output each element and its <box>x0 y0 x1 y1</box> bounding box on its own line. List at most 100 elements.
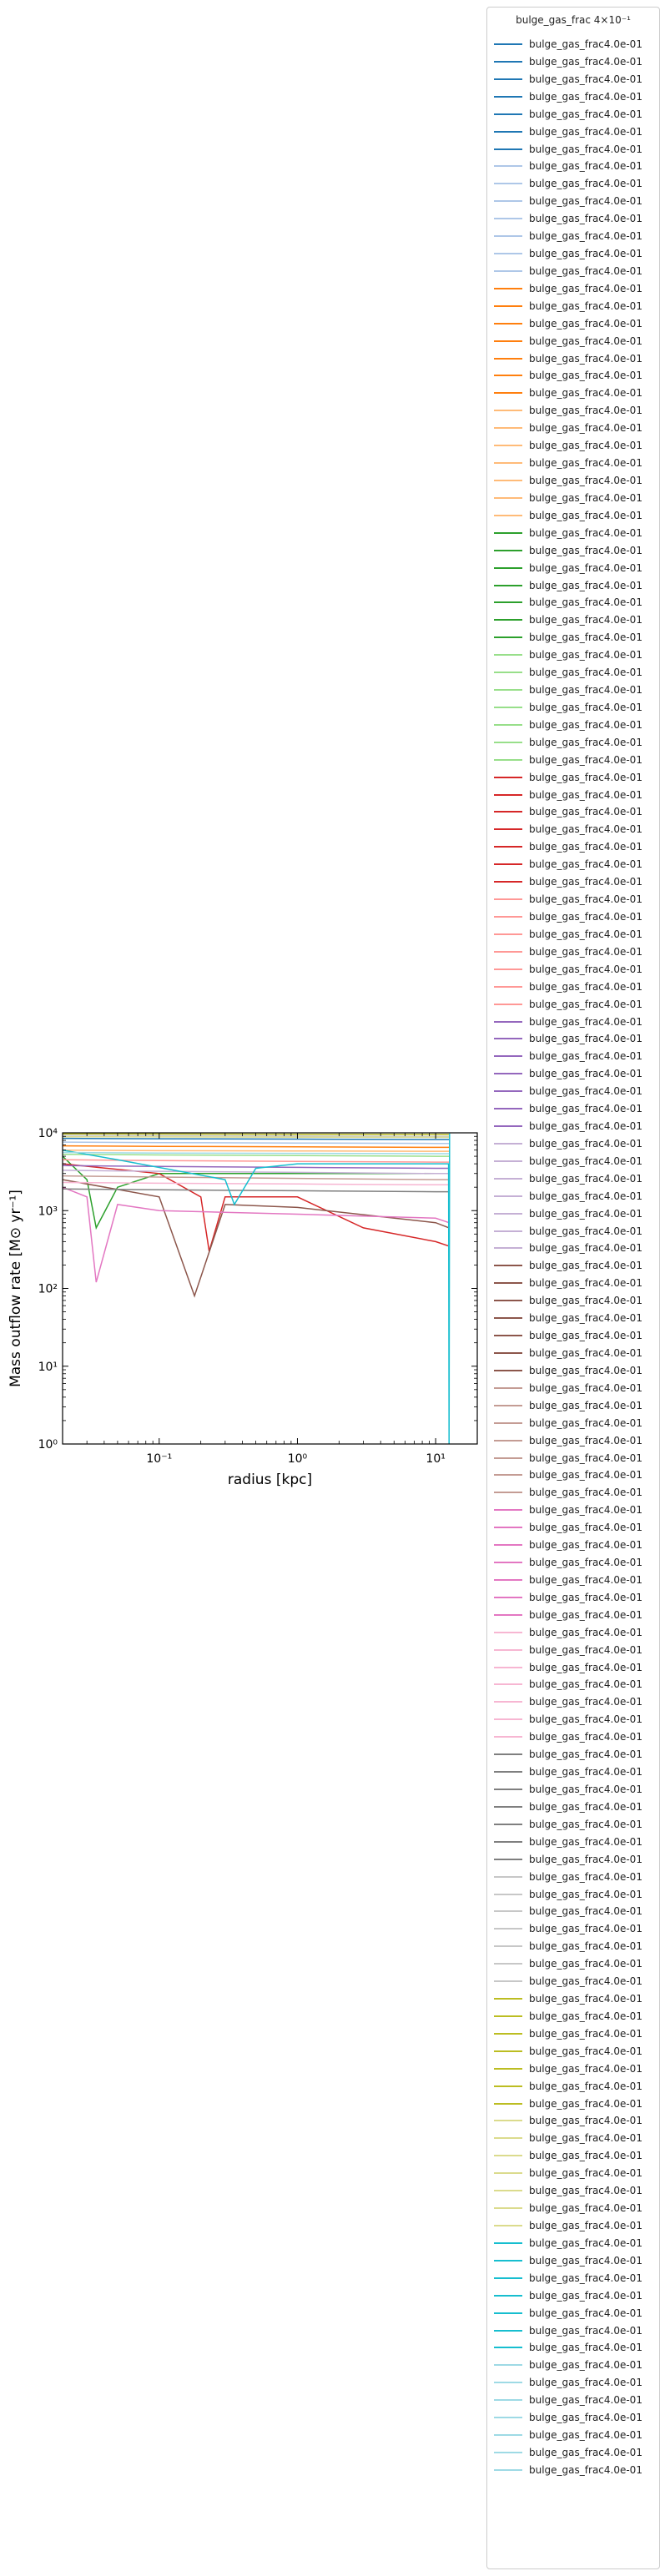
legend-entry: bulge_gas_frac4.0e-01 <box>494 838 642 855</box>
legend-label: bulge_gas_frac4.0e-01 <box>529 2429 642 2442</box>
legend-label: bulge_gas_frac4.0e-01 <box>529 579 642 591</box>
legend-label: bulge_gas_frac4.0e-01 <box>529 1381 642 1394</box>
y-axis-label: Mass outflow rate [M⊙ yr⁻¹] <box>8 1190 24 1387</box>
legend-entry: bulge_gas_frac4.0e-01 <box>494 594 642 611</box>
legend-entry: bulge_gas_frac4.0e-01 <box>494 2409 642 2426</box>
legend-entry: bulge_gas_frac4.0e-01 <box>494 1432 642 1449</box>
legend-label: bulge_gas_frac4.0e-01 <box>529 823 642 836</box>
legend-entry: bulge_gas_frac4.0e-01 <box>494 2008 642 2025</box>
legend-entry: bulge_gas_frac4.0e-01 <box>494 1903 642 1919</box>
legend-entry: bulge_gas_frac4.0e-01 <box>494 2130 642 2146</box>
legend-entry: bulge_gas_frac4.0e-01 <box>494 1345 642 1361</box>
legend-label: bulge_gas_frac4.0e-01 <box>529 1993 642 2005</box>
legend-swatch <box>494 2417 522 2419</box>
legend-label: bulge_gas_frac4.0e-01 <box>529 1766 642 1779</box>
legend-entry: bulge_gas_frac4.0e-01 <box>494 1205 642 1222</box>
legend-swatch <box>494 1562 522 1564</box>
legend-entry: bulge_gas_frac4.0e-01 <box>494 1275 642 1291</box>
legend-entry: bulge_gas_frac4.0e-01 <box>494 1572 642 1588</box>
legend-swatch <box>494 1265 522 1267</box>
legend-label: bulge_gas_frac4.0e-01 <box>529 2150 642 2162</box>
legend-label: bulge_gas_frac4.0e-01 <box>529 1522 642 1534</box>
legend-entry: bulge_gas_frac4.0e-01 <box>494 2427 642 2443</box>
series-line <box>63 1188 450 1193</box>
legend-entry: bulge_gas_frac4.0e-01 <box>494 88 642 105</box>
legend-entry: bulge_gas_frac4.0e-01 <box>494 385 642 401</box>
legend-swatch <box>494 2085 522 2087</box>
legend-swatch <box>494 793 522 796</box>
legend-label: bulge_gas_frac4.0e-01 <box>529 457 642 470</box>
legend-label: bulge_gas_frac4.0e-01 <box>529 1975 642 1988</box>
legend-label: bulge_gas_frac4.0e-01 <box>529 2097 642 2110</box>
legend-label: bulge_gas_frac4.0e-01 <box>529 2027 642 2040</box>
legend-label: bulge_gas_frac4.0e-01 <box>529 1225 642 1237</box>
legend-entry: bulge_gas_frac4.0e-01 <box>494 1955 642 1972</box>
legend-swatch <box>494 322 522 325</box>
legend-entry: bulge_gas_frac4.0e-01 <box>494 873 642 890</box>
series-line <box>63 1186 450 1283</box>
legend-swatch <box>494 531 522 534</box>
legend-entry: bulge_gas_frac4.0e-01 <box>494 141 642 158</box>
legend-label: bulge_gas_frac4.0e-01 <box>529 352 642 365</box>
series-line <box>63 1151 450 1155</box>
legend-entry: bulge_gas_frac4.0e-01 <box>494 1728 642 1745</box>
legend-swatch <box>494 78 522 80</box>
legend-label: bulge_gas_frac4.0e-01 <box>529 945 642 958</box>
legend-swatch <box>494 1055 522 1058</box>
y-tick-label: 10⁰ <box>38 1438 58 1452</box>
legend-swatch <box>494 1335 522 1337</box>
x-axis-label: radius [kpc] <box>228 1472 312 1488</box>
legend-entry: bulge_gas_frac4.0e-01 <box>494 1257 642 1274</box>
legend-entry: bulge_gas_frac4.0e-01 <box>494 402 642 419</box>
legend-label: bulge_gas_frac4.0e-01 <box>529 2185 642 2197</box>
legend-entry: bulge_gas_frac4.0e-01 <box>494 1380 642 1396</box>
legend-label: bulge_gas_frac4.0e-01 <box>529 1260 642 1272</box>
legend-label: bulge_gas_frac4.0e-01 <box>529 2010 642 2022</box>
legend-label: bulge_gas_frac4.0e-01 <box>529 1085 642 1098</box>
legend-entry: bulge_gas_frac4.0e-01 <box>494 2165 642 2181</box>
legend-swatch <box>494 933 522 935</box>
series-line <box>63 1133 451 1444</box>
legend-swatch <box>494 2451 522 2453</box>
legend-swatch <box>494 1998 522 2000</box>
legend-entry: bulge_gas_frac4.0e-01 <box>494 1938 642 1955</box>
legend-entry: bulge_gas_frac4.0e-01 <box>494 367 642 384</box>
legend-label: bulge_gas_frac4.0e-01 <box>529 1661 642 1673</box>
legend-entry: bulge_gas_frac4.0e-01 <box>494 961 642 978</box>
legend-swatch <box>494 410 522 412</box>
legend-swatch <box>494 304 522 307</box>
legend-swatch <box>494 218 522 220</box>
legend-entry: bulge_gas_frac4.0e-01 <box>494 2392 642 2408</box>
legend-label: bulge_gas_frac4.0e-01 <box>529 1870 642 1883</box>
legend-swatch <box>494 916 522 918</box>
legend-swatch <box>494 2399 522 2402</box>
legend-swatch <box>494 1421 522 1424</box>
legend-label: bulge_gas_frac4.0e-01 <box>529 1713 642 1726</box>
legend-swatch <box>494 2241 522 2244</box>
legend-swatch <box>494 758 522 761</box>
legend-entry: bulge_gas_frac4.0e-01 <box>494 542 642 559</box>
legend-swatch <box>494 1317 522 1320</box>
legend-swatch <box>494 1352 522 1354</box>
legend-label: bulge_gas_frac4.0e-01 <box>529 2062 642 2075</box>
legend-swatch <box>494 496 522 499</box>
legend-swatch <box>494 1527 522 1529</box>
legend-swatch <box>494 776 522 778</box>
legend-swatch <box>494 950 522 953</box>
legend-label: bulge_gas_frac4.0e-01 <box>529 1469 642 1482</box>
legend-entry: bulge_gas_frac4.0e-01 <box>494 2217 642 2234</box>
legend-entry: bulge_gas_frac4.0e-01 <box>494 647 642 663</box>
legend-swatch <box>494 1386 522 1389</box>
legend-label: bulge_gas_frac4.0e-01 <box>529 1155 642 1167</box>
legend-swatch <box>494 2329 522 2332</box>
legend-swatch <box>494 445 522 447</box>
legend-entry: bulge_gas_frac4.0e-01 <box>494 2357 642 2373</box>
legend-entry: bulge_gas_frac4.0e-01 <box>494 996 642 1013</box>
legend-swatch <box>494 253 522 255</box>
legend-label: bulge_gas_frac4.0e-01 <box>529 876 642 888</box>
legend-swatch <box>494 1596 522 1598</box>
legend-swatch <box>494 881 522 883</box>
legend-swatch <box>494 392 522 395</box>
legend-label: bulge_gas_frac4.0e-01 <box>529 2272 642 2284</box>
